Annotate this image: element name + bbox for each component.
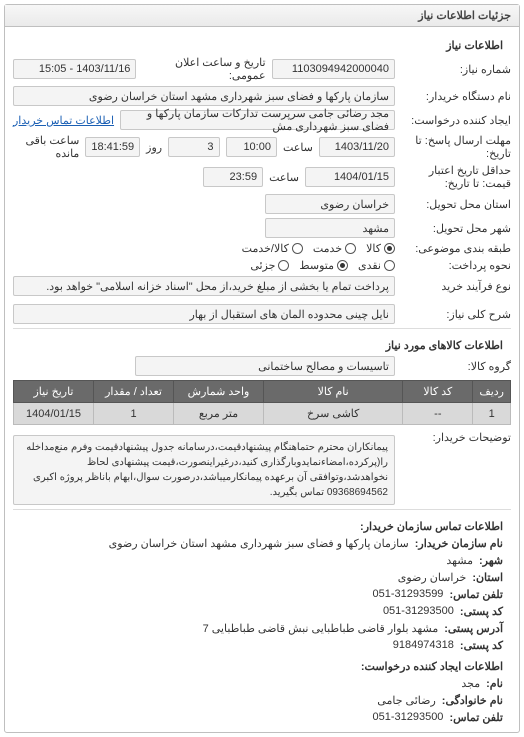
radio-icon: [384, 243, 395, 254]
k-cfam: نام خانوادگی:: [442, 694, 503, 707]
label-payment: نحوه پرداخت:: [401, 259, 511, 272]
payment-opt-jozi[interactable]: جزئی: [250, 259, 289, 272]
v-org: سازمان پارکها و فضای سبز شهرداری مشهد اس…: [109, 537, 409, 550]
payment-radios: نقدی متوسط جزئی: [250, 259, 395, 272]
details-panel: جزئیات اطلاعات نیاز اطلاعات نیاز شماره ن…: [4, 4, 520, 733]
k-cname: نام:: [486, 677, 503, 690]
label-budget: طبقه بندی موضوعی:: [401, 242, 511, 255]
radio-icon: [337, 260, 348, 271]
field-buyer: سازمان پارکها و فضای سبز شهرداری مشهد اس…: [13, 86, 395, 106]
separator: [13, 328, 511, 329]
panel-title: جزئیات اطلاعات نیاز: [5, 5, 519, 27]
th-name: نام کالا: [264, 381, 403, 403]
v-tel: 051-31293599: [372, 588, 443, 601]
field-requester: مجد رضائی جامی سرپرست تدارکات سازمان پار…: [120, 110, 395, 130]
section-creator: اطلاعات ایجاد کننده درخواست:: [13, 654, 511, 675]
contact-link[interactable]: اطلاعات تماس خریدار: [13, 114, 114, 127]
cell-unit: متر مربع: [174, 403, 264, 425]
label-delivery-city: شهر محل تحویل:: [401, 222, 511, 235]
radio-icon: [292, 243, 303, 254]
v-post: 9184974318: [393, 639, 454, 652]
budget-opt2-label: خدمت: [313, 242, 342, 255]
v-fax: 051-31293500: [383, 605, 454, 618]
v-ctel: 051-31293500: [372, 711, 443, 724]
radio-icon: [384, 260, 395, 271]
label-delivery-prov: استان محل تحویل:: [401, 198, 511, 211]
th-row: ردیف: [473, 381, 511, 403]
separator: [13, 509, 511, 510]
label-buyer: نام دستگاه خریدار:: [401, 90, 511, 103]
budget-opt3-label: کالا/خدمت: [242, 242, 289, 255]
label-announce: تاریخ و ساعت اعلان عمومی:: [142, 56, 265, 82]
field-delivery-prov: خراسان رضوی: [265, 194, 395, 214]
table-header-row: ردیف کد کالا نام کالا واحد شمارش تعداد /…: [14, 381, 511, 403]
radio-icon: [345, 243, 356, 254]
payment-opt1-label: نقدی: [358, 259, 381, 272]
field-deadline-date: 1403/11/20: [319, 137, 395, 157]
field-delivery-city: مشهد: [265, 218, 395, 238]
budget-opt-both[interactable]: کالا/خدمت: [242, 242, 303, 255]
field-time-left: 18:41:59: [85, 137, 140, 157]
budget-opt1-label: کالا: [366, 242, 381, 255]
field-deadline-time: 10:00: [226, 137, 277, 157]
label-saat2: ساعت: [269, 171, 299, 184]
cell-qty: 1: [94, 403, 174, 425]
v-cname: مجد: [461, 677, 480, 690]
field-note: پیمانکاران محترم حتماهنگام پیشنهادقیمت،د…: [13, 435, 395, 505]
label-process: نوع فرآیند خرید: [401, 280, 511, 293]
field-group: تاسیسات و مصالح ساختمانی: [135, 356, 395, 376]
field-announce: 1403/11/16 - 15:05: [13, 59, 136, 79]
label-req-no: شماره نیاز:: [401, 63, 511, 76]
v-prov: خراسان رضوی: [398, 571, 467, 584]
budget-radios: کالا خدمت کالا/خدمت: [242, 242, 395, 255]
cell-name: کاشی سرخ: [264, 403, 403, 425]
label-rooz: روز: [146, 141, 162, 154]
field-process-note: پرداخت تمام یا بخشی از مبلغ خرید،از محل …: [13, 276, 395, 296]
label-validity: حداقل تاریخ اعتبار قیمت: تا تاریخ:: [401, 164, 511, 190]
th-date: تاریخ نیاز: [14, 381, 94, 403]
cell-date: 1404/01/15: [14, 403, 94, 425]
th-unit: واحد شمارش: [174, 381, 264, 403]
table-row[interactable]: 1 -- کاشی سرخ متر مربع 1 1404/01/15: [14, 403, 511, 425]
label-title: شرح کلی نیاز:: [401, 308, 511, 321]
k-ctel: تلفن تماس:: [449, 711, 503, 724]
v-addr: مشهد بلوار قاضی طباطبایی نبش قاضی طباطبا…: [203, 622, 439, 635]
k-org: نام سازمان خریدار:: [415, 537, 503, 550]
label-group: گروه کالا:: [401, 360, 511, 373]
v-city: مشهد: [446, 554, 473, 567]
label-note: توضیحات خریدار:: [401, 431, 511, 444]
budget-opt-khedmat[interactable]: خدمت: [313, 242, 356, 255]
v-cfam: رضائی جامی: [377, 694, 436, 707]
section-buyer-contact: اطلاعات تماس سازمان خریدار:: [13, 514, 511, 535]
k-city: شهر:: [479, 554, 503, 567]
radio-icon: [278, 260, 289, 271]
k-fax: کد پستی:: [460, 605, 503, 618]
section-need-info: اطلاعات نیاز: [13, 33, 511, 56]
payment-opt-motevaset[interactable]: متوسط: [299, 259, 348, 272]
label-deadline: مهلت ارسال پاسخ: تا تاریخ:: [401, 134, 511, 160]
cell-rownum: 1: [473, 403, 511, 425]
th-qty: تعداد / مقدار: [94, 381, 174, 403]
k-addr: آدرس پستی:: [444, 622, 503, 635]
field-days-left: 3: [168, 137, 219, 157]
k-post: کد پستی:: [460, 639, 503, 652]
cell-code: --: [403, 403, 473, 425]
label-requester: ایجاد کننده درخواست:: [401, 114, 511, 127]
th-code: کد کالا: [403, 381, 473, 403]
panel-body: اطلاعات نیاز شماره نیاز: 110309494200004…: [5, 27, 519, 732]
label-saat1: ساعت: [283, 141, 313, 154]
section-items: اطلاعات کالاهای مورد نیاز: [13, 333, 511, 356]
field-req-no: 1103094942000040: [272, 59, 395, 79]
payment-opt-naghdi[interactable]: نقدی: [358, 259, 395, 272]
field-validity-date: 1404/01/15: [305, 167, 395, 187]
items-table: ردیف کد کالا نام کالا واحد شمارش تعداد /…: [13, 380, 511, 425]
k-prov: استان:: [472, 571, 503, 584]
budget-opt-kala[interactable]: کالا: [366, 242, 395, 255]
k-tel: تلفن تماس:: [449, 588, 503, 601]
field-title: نایل چینی محدوده المان های استقبال از به…: [13, 304, 395, 324]
field-validity-time: 23:59: [203, 167, 263, 187]
label-remaining: ساعت باقی مانده: [13, 134, 79, 160]
payment-opt2-label: متوسط: [299, 259, 334, 272]
payment-opt3-label: جزئی: [250, 259, 275, 272]
